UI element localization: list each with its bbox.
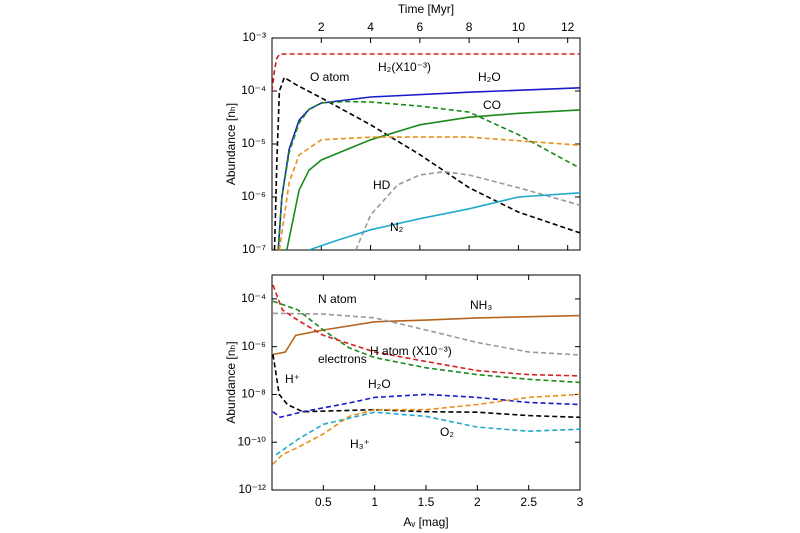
- x-tick-label: 12: [561, 20, 575, 34]
- y-tick-label: 10⁻³: [242, 30, 266, 44]
- series-label: HD: [373, 178, 391, 192]
- series-label: N atom: [318, 292, 357, 306]
- series-line: [272, 300, 580, 384]
- series-label: electrons: [318, 352, 367, 366]
- series-label: NH₃: [470, 298, 492, 312]
- series-line: [278, 136, 580, 250]
- x-tick-label: 8: [466, 20, 473, 34]
- y-tick-label: 10⁻⁵: [241, 136, 266, 150]
- series-line: [275, 411, 580, 456]
- x-tick-label: 2: [318, 20, 325, 34]
- series-line: [272, 53, 580, 92]
- series-label: H atom (X10⁻³): [370, 344, 452, 358]
- series-line: [273, 76, 580, 250]
- x-tick-label: 3: [577, 495, 584, 509]
- y-axis-title: Abundance [nₕ]: [224, 103, 238, 185]
- x-tick-label: 10: [512, 20, 526, 34]
- series-line: [272, 314, 580, 356]
- series-line: [286, 109, 580, 250]
- series-label: H⁺: [285, 372, 300, 386]
- series-line: [272, 393, 580, 465]
- y-tick-label: 10⁻⁷: [242, 242, 266, 256]
- series-label: H₂O: [478, 70, 501, 84]
- y-tick-label: 10⁻⁸: [241, 387, 266, 401]
- plot-area: [272, 53, 580, 250]
- series-label: H₂O: [368, 377, 391, 391]
- y-tick-label: 10⁻⁶: [241, 339, 266, 353]
- series-line: [272, 284, 580, 377]
- y-tick-label: 10⁻⁶: [241, 189, 266, 203]
- plot-area: [272, 284, 580, 465]
- series-label: H₃⁺: [350, 437, 370, 451]
- series-line: [277, 100, 580, 250]
- series-label: CO: [483, 98, 501, 112]
- series-line: [272, 312, 580, 356]
- y-axis-title: Abundance [nₕ]: [224, 341, 238, 423]
- x-tick-label: 1: [371, 495, 378, 509]
- series-line: [272, 354, 580, 419]
- y-tick-label: 10⁻¹⁰: [238, 434, 267, 448]
- series-label: O₂: [440, 425, 454, 439]
- series-line: [308, 192, 580, 250]
- x-tick-label: 6: [416, 20, 423, 34]
- series-line: [355, 170, 580, 250]
- series-line: [272, 393, 580, 419]
- y-tick-label: 10⁻⁴: [241, 291, 266, 305]
- x-axis-title: Aᵥ [mag]: [403, 515, 448, 529]
- series-label: O atom: [310, 70, 349, 84]
- series-label: N₂: [390, 220, 404, 234]
- y-tick-label: 10⁻⁴: [241, 83, 266, 97]
- x-tick-label: 2.5: [520, 495, 537, 509]
- x-tick-label: 2: [474, 495, 481, 509]
- x-tick-label: 4: [367, 20, 374, 34]
- x-tick-label: 1.5: [418, 495, 435, 509]
- plot-frame: [271, 274, 581, 491]
- series-label: H₂(X10⁻³): [378, 60, 431, 74]
- x-axis-title: Time [Myr]: [398, 2, 454, 16]
- x-tick-label: 0.5: [315, 495, 332, 509]
- y-tick-label: 10⁻¹²: [238, 482, 266, 496]
